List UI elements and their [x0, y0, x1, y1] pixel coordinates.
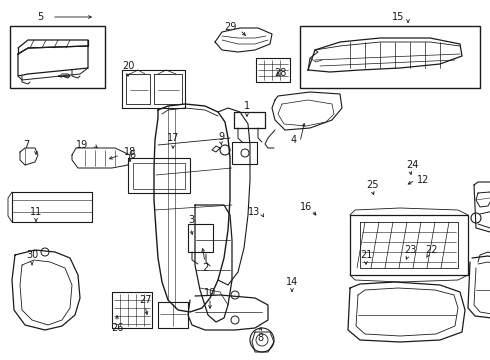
Text: 24: 24 [406, 160, 418, 170]
Text: 18: 18 [124, 147, 136, 157]
Text: 25: 25 [366, 180, 378, 190]
Bar [300, 26, 480, 88]
Text: 28: 28 [274, 68, 286, 78]
Text: 16: 16 [300, 202, 312, 212]
Bar [232, 142, 257, 164]
Bar [10, 26, 105, 88]
Text: 20: 20 [122, 61, 134, 71]
Bar [128, 158, 190, 193]
Text: 27: 27 [139, 295, 151, 305]
Bar [158, 302, 188, 328]
Text: 23: 23 [404, 245, 416, 255]
Bar [188, 224, 213, 252]
Text: 29: 29 [224, 22, 236, 32]
Text: 7: 7 [23, 140, 29, 150]
Text: 13: 13 [248, 207, 260, 217]
Text: 8: 8 [257, 333, 263, 343]
Text: 9: 9 [218, 132, 224, 142]
Text: 22: 22 [425, 245, 437, 255]
Text: 30: 30 [26, 250, 38, 260]
Text: 21: 21 [360, 250, 372, 260]
Text: 4: 4 [291, 135, 297, 145]
Text: 2: 2 [202, 263, 208, 273]
Text: 11: 11 [30, 207, 42, 217]
Text: 19: 19 [76, 140, 88, 150]
Text: 5: 5 [37, 12, 43, 22]
Bar [133, 163, 185, 189]
Text: 12: 12 [417, 175, 429, 185]
Text: 26: 26 [111, 323, 123, 333]
Text: 17: 17 [167, 133, 179, 143]
Text: 15: 15 [392, 12, 404, 22]
Text: 6: 6 [129, 150, 135, 160]
Text: 1: 1 [244, 101, 250, 111]
Text: 10: 10 [204, 288, 216, 298]
Text: 14: 14 [286, 277, 298, 287]
Text: 3: 3 [188, 215, 194, 225]
